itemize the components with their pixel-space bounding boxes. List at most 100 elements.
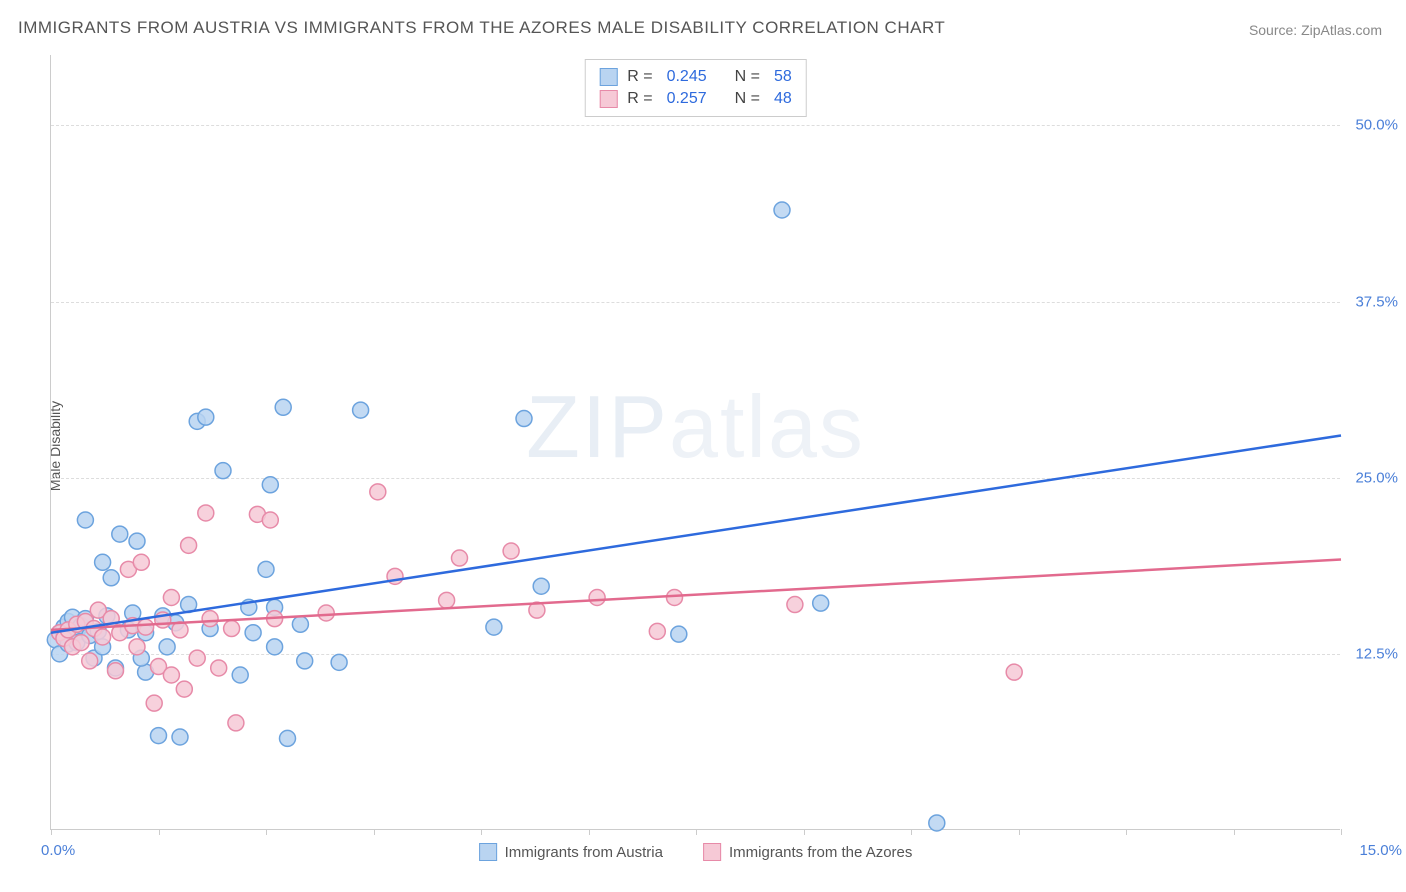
- data-point: [486, 619, 502, 635]
- x-tick: [266, 829, 267, 835]
- legend-item-azores: Immigrants from the Azores: [703, 843, 912, 861]
- data-point: [129, 533, 145, 549]
- data-point: [215, 463, 231, 479]
- data-point: [77, 512, 93, 528]
- x-tick: [1341, 829, 1342, 835]
- r-label: R =: [627, 68, 652, 86]
- data-point: [353, 402, 369, 418]
- data-point: [133, 554, 149, 570]
- x-tick: [159, 829, 160, 835]
- data-point: [108, 663, 124, 679]
- data-point: [671, 626, 687, 642]
- y-tick-label: 37.5%: [1355, 293, 1398, 310]
- data-point: [774, 202, 790, 218]
- series-legend: Immigrants from Austria Immigrants from …: [479, 843, 913, 861]
- y-tick-label: 25.0%: [1355, 469, 1398, 486]
- data-point: [146, 695, 162, 711]
- data-point: [198, 409, 214, 425]
- data-point: [929, 815, 945, 831]
- x-tick: [911, 829, 912, 835]
- source-attribution: Source: ZipAtlas.com: [1249, 22, 1382, 38]
- data-point: [589, 590, 605, 606]
- data-point: [533, 578, 549, 594]
- data-point: [667, 590, 683, 606]
- scatter-plot-svg: [51, 55, 1340, 829]
- data-point: [151, 728, 167, 744]
- legend-swatch-azores: [703, 843, 721, 861]
- r-value-azores: 0.257: [667, 90, 707, 108]
- data-point: [292, 616, 308, 632]
- legend-item-austria: Immigrants from Austria: [479, 843, 663, 861]
- n-label: N =: [735, 90, 760, 108]
- data-point: [176, 681, 192, 697]
- legend-swatch-austria: [599, 68, 617, 86]
- x-tick: [589, 829, 590, 835]
- chart-title: IMMIGRANTS FROM AUSTRIA VS IMMIGRANTS FR…: [18, 18, 945, 38]
- data-point: [280, 730, 296, 746]
- data-point: [95, 554, 111, 570]
- data-point: [1006, 664, 1022, 680]
- series-name-azores: Immigrants from the Azores: [729, 844, 912, 861]
- data-point: [202, 611, 218, 627]
- data-point: [163, 590, 179, 606]
- data-point: [258, 561, 274, 577]
- data-point: [370, 484, 386, 500]
- series-name-austria: Immigrants from Austria: [505, 844, 663, 861]
- data-point: [262, 477, 278, 493]
- data-point: [297, 653, 313, 669]
- trend-line: [51, 559, 1341, 629]
- data-point: [262, 512, 278, 528]
- y-tick-label: 50.0%: [1355, 117, 1398, 134]
- data-point: [787, 597, 803, 613]
- data-point: [181, 537, 197, 553]
- x-axis-min: 0.0%: [41, 842, 75, 859]
- data-point: [331, 654, 347, 670]
- data-point: [452, 550, 468, 566]
- data-point: [163, 667, 179, 683]
- x-tick: [481, 829, 482, 835]
- data-point: [318, 605, 334, 621]
- data-point: [198, 505, 214, 521]
- data-point: [649, 623, 665, 639]
- data-point: [275, 399, 291, 415]
- n-value-austria: 58: [774, 68, 792, 86]
- n-label: N =: [735, 68, 760, 86]
- data-point: [224, 621, 240, 637]
- data-point: [138, 619, 154, 635]
- y-tick-label: 12.5%: [1355, 645, 1398, 662]
- x-tick: [1019, 829, 1020, 835]
- data-point: [103, 570, 119, 586]
- data-point: [112, 526, 128, 542]
- data-point: [267, 639, 283, 655]
- data-point: [503, 543, 519, 559]
- x-tick: [51, 829, 52, 835]
- trend-line: [51, 435, 1341, 632]
- r-label: R =: [627, 90, 652, 108]
- x-tick: [1234, 829, 1235, 835]
- x-tick: [696, 829, 697, 835]
- data-point: [516, 411, 532, 427]
- plot-area: ZIPatlas 12.5%25.0%37.5%50.0% R = 0.245 …: [50, 55, 1340, 830]
- data-point: [211, 660, 227, 676]
- data-point: [232, 667, 248, 683]
- correlation-legend: R = 0.245 N = 58 R = 0.257 N = 48: [584, 59, 807, 117]
- data-point: [172, 729, 188, 745]
- x-tick: [374, 829, 375, 835]
- data-point: [73, 635, 89, 651]
- r-value-austria: 0.245: [667, 68, 707, 86]
- x-tick: [804, 829, 805, 835]
- data-point: [228, 715, 244, 731]
- data-point: [189, 650, 205, 666]
- x-axis-max: 15.0%: [1359, 842, 1402, 859]
- data-point: [813, 595, 829, 611]
- legend-row-austria: R = 0.245 N = 58: [599, 66, 792, 88]
- data-point: [129, 639, 145, 655]
- data-point: [439, 592, 455, 608]
- n-value-azores: 48: [774, 90, 792, 108]
- legend-row-azores: R = 0.257 N = 48: [599, 88, 792, 110]
- data-point: [159, 639, 175, 655]
- legend-swatch-azores: [599, 90, 617, 108]
- data-point: [95, 629, 111, 645]
- legend-swatch-austria: [479, 843, 497, 861]
- x-tick: [1126, 829, 1127, 835]
